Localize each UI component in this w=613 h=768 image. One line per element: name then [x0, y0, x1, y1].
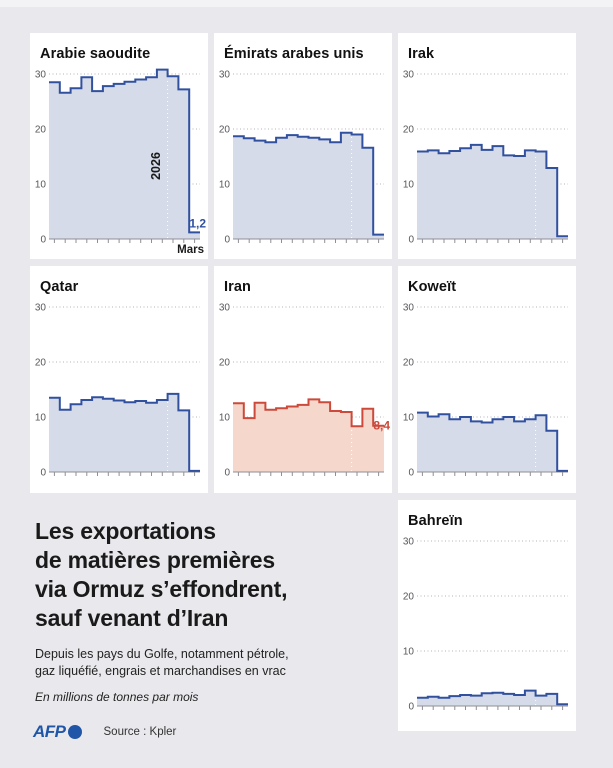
chart-panel-qatar: Qatar 0 10 20 30 — [30, 266, 208, 493]
unit-note: En millions de tonnes par mois — [35, 690, 199, 705]
y-tick-label: 10 — [219, 412, 231, 423]
end-value-label: 1,2 — [189, 216, 206, 230]
area-fill — [49, 69, 200, 239]
y-tick-label: 0 — [224, 234, 230, 245]
chart-panel-irak: Irak 0 10 20 30 — [398, 33, 576, 259]
chart-title-bahrein: Bahreïn — [408, 513, 463, 529]
y-tick-label: 10 — [403, 412, 415, 423]
area-fill — [417, 144, 568, 239]
area-fill — [49, 393, 200, 472]
step-area-chart-irak: 0 10 20 30 — [403, 69, 568, 245]
afp-globe-icon — [67, 725, 82, 739]
y-tick-label: 30 — [219, 302, 231, 313]
source-credit: Source : Kpler — [103, 726, 177, 738]
step-area-chart-iran: 0 10 20 30 8,4 — [219, 302, 390, 478]
afp-logo: AFP — [33, 722, 82, 742]
y-tick-label: 10 — [35, 179, 47, 190]
step-line — [417, 143, 568, 237]
y-tick-label: 30 — [403, 536, 415, 547]
y-tick-label: 30 — [219, 69, 231, 80]
chart-title-koweit: Koweït — [408, 279, 457, 295]
y-tick-label: 20 — [403, 357, 415, 368]
end-value-label: 8,4 — [373, 418, 390, 432]
y-tick-label: 0 — [408, 234, 414, 245]
area-fill — [233, 132, 384, 239]
y-tick-label: 30 — [35, 69, 47, 80]
step-area-chart-arabie-saoudite: 0 10 20 30 2026 1,2 Mars — [35, 68, 206, 256]
chart-title-arabie-saoudite: Arabie saoudite — [40, 46, 151, 62]
step-area-chart-koweit: 0 10 20 30 — [403, 302, 568, 478]
y-tick-label: 20 — [219, 124, 231, 135]
step-line — [417, 411, 568, 472]
chart-title-qatar: Qatar — [40, 279, 79, 295]
chart-title-irak: Irak — [408, 46, 435, 62]
y-tick-label: 20 — [35, 357, 47, 368]
y-tick-label: 20 — [219, 357, 231, 368]
title-block: Les exportations de matières premières v… — [35, 517, 387, 704]
step-line — [49, 68, 200, 234]
y-tick-label: 20 — [35, 124, 47, 135]
y-tick-label: 30 — [403, 69, 415, 80]
y-tick-label: 0 — [224, 467, 230, 478]
chart-panel-koweit: Koweït 0 10 20 30 — [398, 266, 576, 493]
page-title: Les exportations de matières premières v… — [35, 518, 288, 631]
y-tick-label: 20 — [403, 124, 415, 135]
y-tick-label: 0 — [40, 234, 46, 245]
y-tick-label: 0 — [408, 701, 414, 712]
area-fill — [417, 690, 568, 706]
y-tick-label: 10 — [403, 179, 415, 190]
step-line — [233, 398, 384, 427]
y-tick-label: 0 — [40, 467, 46, 478]
y-tick-label: 10 — [403, 646, 415, 657]
step-area-chart-emirats-arabes-unis: 0 10 20 30 — [219, 69, 384, 245]
chart-panel-emirats-arabes-unis: Émirats arabes unis 0 10 20 30 — [214, 33, 392, 259]
y-tick-label: 10 — [35, 412, 47, 423]
chart-panel-arabie-saoudite: Arabie saoudite 0 10 20 30 2026 1,2 Mars — [30, 33, 208, 259]
y-tick-label: 0 — [408, 467, 414, 478]
area-fill — [417, 412, 568, 472]
chart-panel-bahrein: Bahreïn 0 10 20 30 — [398, 500, 576, 731]
page-subtitle: Depuis les pays du Golfe, notamment pétr… — [35, 646, 289, 679]
top-edge-strip — [0, 0, 613, 7]
chart-title-emirats-arabes-unis: Émirats arabes unis — [224, 46, 364, 62]
step-area-chart-qatar: 0 10 20 30 — [35, 302, 200, 478]
x-axis-label: Mars — [177, 244, 204, 256]
year-label: 2026 — [149, 152, 163, 180]
step-line — [49, 392, 200, 472]
area-fill — [233, 399, 384, 472]
y-tick-label: 20 — [403, 591, 415, 602]
chart-title-iran: Iran — [224, 279, 251, 295]
step-area-chart-bahrein: 0 10 20 30 — [403, 536, 568, 712]
step-line — [417, 689, 568, 705]
footer: AFP Source : Kpler — [33, 722, 176, 742]
y-tick-label: 10 — [219, 179, 231, 190]
chart-panel-iran: Iran 0 10 20 30 8,4 — [214, 266, 392, 493]
afp-logo-text: AFP — [33, 722, 66, 741]
y-tick-label: 30 — [35, 302, 47, 313]
step-line — [233, 131, 384, 236]
y-tick-label: 30 — [403, 302, 415, 313]
